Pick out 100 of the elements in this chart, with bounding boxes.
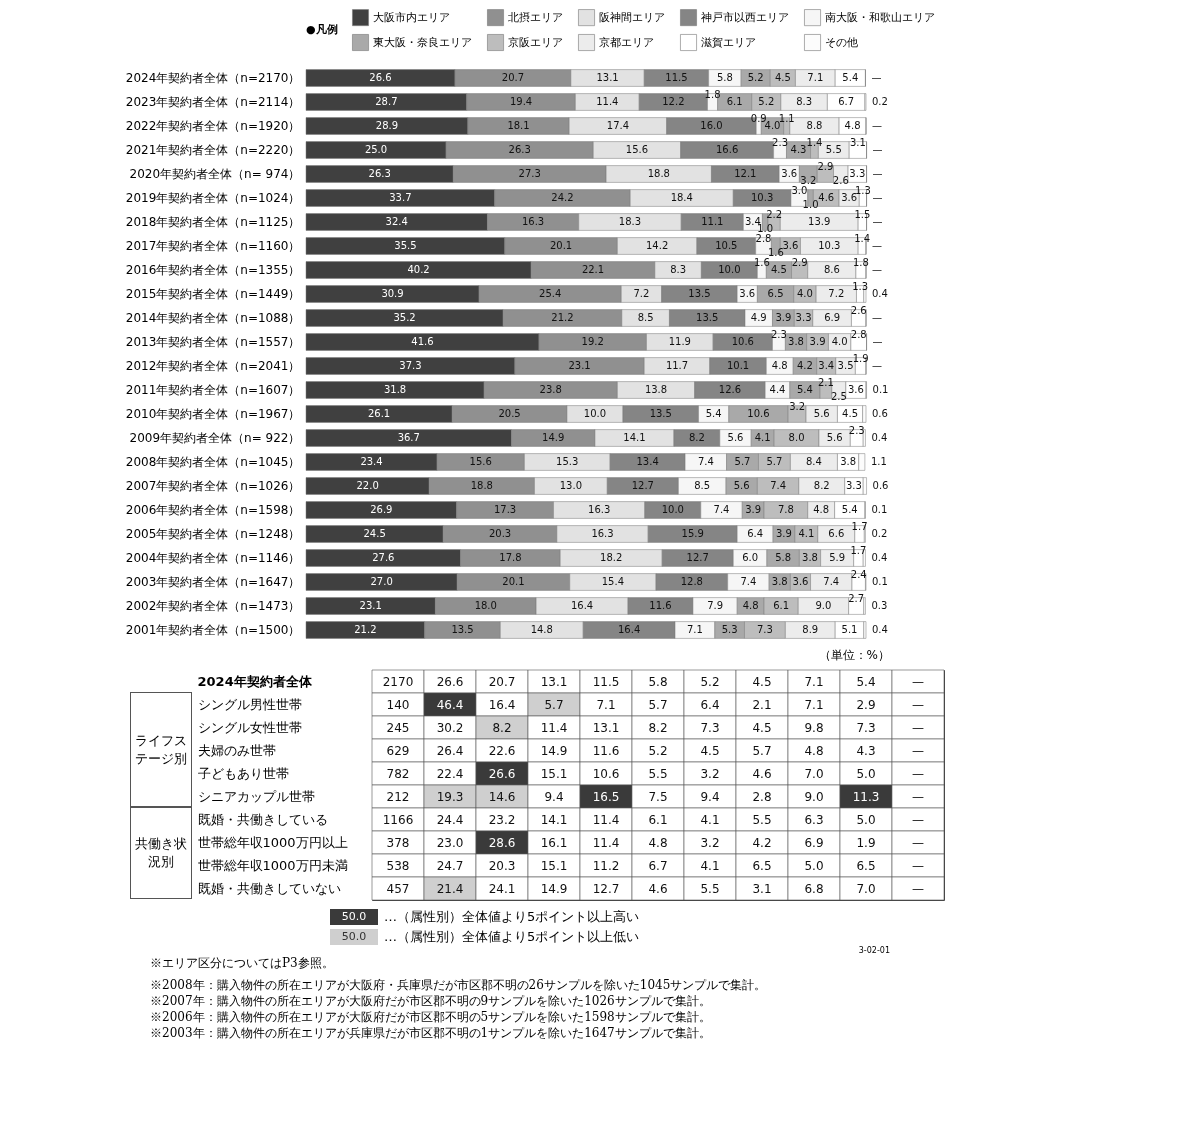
y-tick-label: 2016年契約者全体（n=1355） bbox=[125, 263, 301, 277]
data-label: 3.8 bbox=[771, 576, 788, 587]
data-label: 1.3 bbox=[852, 281, 869, 292]
data-label: 11.1 bbox=[701, 216, 724, 227]
data-label: 4.6 bbox=[752, 766, 772, 781]
data-label: 16.0 bbox=[700, 120, 723, 131]
data-label: 6.7 bbox=[648, 858, 668, 873]
data-label: 26.3 bbox=[368, 168, 391, 179]
data-label: 2.3 bbox=[848, 425, 865, 436]
data-label: 8.2 bbox=[688, 432, 705, 443]
data-label: 11.4 bbox=[596, 96, 619, 107]
data-label: 5.5 bbox=[700, 881, 720, 896]
data-label: 28.7 bbox=[375, 96, 398, 107]
data-label: 7.1 bbox=[807, 72, 824, 83]
data-label: 16.3 bbox=[591, 528, 614, 539]
data-label: 36.7 bbox=[397, 432, 420, 443]
data-label: 5.6 bbox=[727, 432, 744, 443]
data-label: 14.1 bbox=[540, 812, 568, 827]
data-label: 14.9 bbox=[540, 743, 568, 758]
data-label: 5.0 bbox=[856, 812, 876, 827]
data-label: 1.4 bbox=[806, 137, 823, 148]
data-label: 15.3 bbox=[556, 456, 579, 467]
data-label: 6.1 bbox=[648, 812, 668, 827]
data-label: 35.5 bbox=[394, 240, 417, 251]
data-label: 28.9 bbox=[375, 120, 399, 131]
data-label: 1.8 bbox=[853, 257, 869, 268]
text: — bbox=[872, 360, 882, 371]
data-label: 1.9 bbox=[852, 353, 869, 364]
data-label: 2.1 bbox=[818, 377, 834, 388]
data-label: 5.2 bbox=[747, 72, 764, 83]
data-label: 5.2 bbox=[758, 96, 775, 107]
data-label: 7.5 bbox=[648, 789, 668, 804]
data-label: 1.1 bbox=[870, 456, 887, 467]
data-label: 4.1 bbox=[700, 812, 720, 827]
text: ※エリア区分についてはP3参照。 bbox=[150, 955, 335, 971]
data-label: 10.0 bbox=[718, 264, 741, 275]
data-label: 23.4 bbox=[360, 456, 383, 467]
data-label: 5.8 bbox=[775, 552, 792, 563]
data-label: 13.9 bbox=[808, 216, 831, 227]
data-label: 4.2 bbox=[752, 835, 772, 850]
data-label: 3.2 bbox=[700, 835, 720, 850]
data-label: 6.5 bbox=[767, 288, 784, 299]
data-label: 17.4 bbox=[606, 120, 630, 131]
data-label: 0.2 bbox=[871, 528, 888, 539]
data-label: 7.0 bbox=[856, 881, 876, 896]
text: …（属性別）全体値より5ポイント以上低い bbox=[384, 928, 640, 946]
text: 538 bbox=[386, 858, 410, 873]
data-label: 4.8 bbox=[813, 504, 830, 515]
data-label: 5.4 bbox=[856, 674, 876, 689]
data-label: 2.2 bbox=[766, 209, 783, 220]
data-label: 23.0 bbox=[436, 835, 464, 850]
data-label: 4.5 bbox=[774, 72, 791, 83]
data-label: 13.1 bbox=[592, 720, 620, 735]
y-tick-label: 2012年契約者全体（n=2041） bbox=[125, 359, 301, 373]
data-label: 1.4 bbox=[854, 233, 871, 244]
data-label: 4.3 bbox=[856, 743, 876, 758]
data-label: 30.9 bbox=[381, 288, 404, 299]
data-label: 2.9 bbox=[817, 161, 834, 172]
y-tick-label: 2024年契約者全体（n=2170） bbox=[125, 71, 301, 85]
data-label: 24.2 bbox=[551, 192, 574, 203]
data-label: 7.4 bbox=[740, 576, 757, 587]
text: — bbox=[912, 743, 924, 758]
data-label: 7.1 bbox=[686, 624, 703, 635]
y-tick-label: 2021年契約者全体（n=2220） bbox=[125, 143, 301, 157]
data-label: 26.6 bbox=[436, 674, 464, 689]
data-label: 25.0 bbox=[364, 144, 388, 155]
data-label: 3.2 bbox=[700, 766, 720, 781]
y-tick-label: 世帯総年収1000万円未満 bbox=[197, 857, 348, 873]
data-label: 11.7 bbox=[665, 360, 689, 371]
data-label: 4.9 bbox=[750, 312, 767, 323]
y-tick-label: 2007年契約者全体（n=1026） bbox=[125, 479, 301, 493]
data-label: 8.5 bbox=[694, 480, 711, 491]
data-label: 15.6 bbox=[469, 456, 492, 467]
data-label: 13.1 bbox=[540, 674, 568, 689]
data-label: 5.4 bbox=[842, 72, 859, 83]
data-label: 20.1 bbox=[502, 576, 525, 587]
legend-label: その他 bbox=[825, 35, 858, 49]
text: — bbox=[912, 858, 924, 873]
data-label: 6.0 bbox=[742, 552, 759, 563]
data-label: 4.5 bbox=[752, 720, 772, 735]
data-label: 4.8 bbox=[742, 600, 759, 611]
data-label: 22.6 bbox=[488, 743, 516, 758]
y-tick-label: 2018年契約者全体（n=1125） bbox=[125, 215, 301, 229]
y-tick-label: 2002年契約者全体（n=1473） bbox=[125, 599, 301, 613]
data-label: 30.2 bbox=[436, 720, 464, 735]
data-label: 6.5 bbox=[752, 858, 772, 873]
data-label: 4.2 bbox=[797, 360, 813, 371]
data-label: 14.8 bbox=[530, 624, 553, 635]
data-label: 7.3 bbox=[700, 720, 720, 735]
data-label: 8.2 bbox=[492, 720, 512, 735]
data-label: 12.2 bbox=[662, 96, 685, 107]
data-label: 15.1 bbox=[540, 858, 568, 873]
data-label: 32.4 bbox=[385, 216, 408, 227]
data-label: 12.8 bbox=[680, 576, 703, 587]
data-label: 28.6 bbox=[488, 835, 516, 850]
data-label: 2.6 bbox=[832, 175, 849, 186]
data-label: 4.0 bbox=[797, 288, 813, 299]
data-label: 14.2 bbox=[645, 240, 669, 251]
data-label: 11.2 bbox=[592, 858, 620, 873]
data-label: 5.7 bbox=[766, 456, 783, 467]
